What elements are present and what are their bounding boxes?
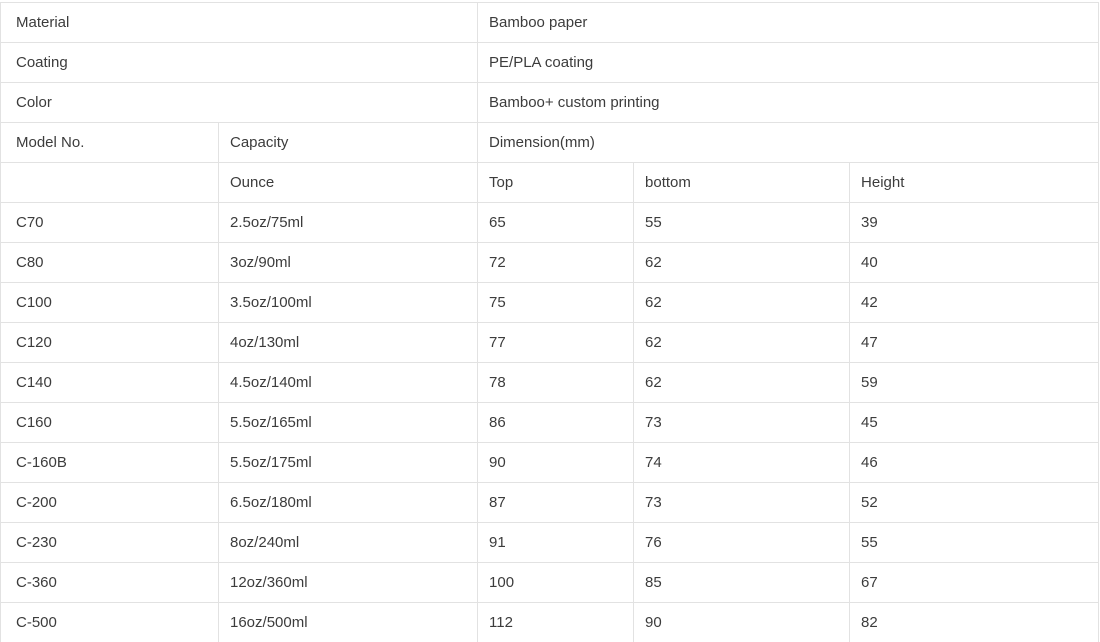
bottom-cell: 85 <box>633 562 851 603</box>
top-cell: 91 <box>477 522 635 563</box>
bottom-cell: 90 <box>633 602 851 642</box>
height-cell: 82 <box>849 602 1100 642</box>
capacity-cell: 5.5oz/165ml <box>217 402 479 443</box>
capacity-cell: 2.5oz/75ml <box>217 202 479 243</box>
table-row: C-160B 5.5oz/175ml 90 74 46 <box>0 442 1100 483</box>
model-cell: C80 <box>0 242 219 283</box>
table-row: C120 4oz/130ml 77 62 47 <box>0 322 1100 363</box>
top-cell: 72 <box>477 242 635 283</box>
table-row: C100 3.5oz/100ml 75 62 42 <box>0 282 1100 323</box>
top-cell: 75 <box>477 282 635 323</box>
table-row: C-360 12oz/360ml 100 85 67 <box>0 562 1100 603</box>
capacity-cell: 3.5oz/100ml <box>217 282 479 323</box>
spec-label-coating: Coating <box>0 42 479 83</box>
spec-row-material: Material Bamboo paper <box>0 2 1100 43</box>
model-cell: C-230 <box>0 522 219 563</box>
table-row: C-200 6.5oz/180ml 87 73 52 <box>0 482 1100 523</box>
header-capacity: Capacity <box>217 122 479 163</box>
spec-row-coating: Coating PE/PLA coating <box>0 42 1100 83</box>
height-cell: 47 <box>849 322 1100 363</box>
bottom-cell: 55 <box>633 202 851 243</box>
height-cell: 52 <box>849 482 1100 523</box>
height-cell: 67 <box>849 562 1100 603</box>
model-cell: C-500 <box>0 602 219 642</box>
table-row: C-230 8oz/240ml 91 76 55 <box>0 522 1100 563</box>
bottom-cell: 62 <box>633 362 851 403</box>
subheader-top: Top <box>477 162 635 203</box>
top-cell: 112 <box>477 602 635 642</box>
top-cell: 77 <box>477 322 635 363</box>
spec-value-color: Bamboo+ custom printing <box>477 82 1100 123</box>
top-cell: 86 <box>477 402 635 443</box>
model-cell: C100 <box>0 282 219 323</box>
header-model: Model No. <box>0 122 219 163</box>
spec-label-material: Material <box>0 2 479 43</box>
capacity-cell: 6.5oz/180ml <box>217 482 479 523</box>
subheader-row: Ounce Top bottom Height <box>0 162 1100 203</box>
height-cell: 46 <box>849 442 1100 483</box>
model-cell: C-160B <box>0 442 219 483</box>
capacity-cell: 8oz/240ml <box>217 522 479 563</box>
header-dimension: Dimension(mm) <box>477 122 1100 163</box>
height-cell: 55 <box>849 522 1100 563</box>
spec-label-color: Color <box>0 82 479 123</box>
top-cell: 65 <box>477 202 635 243</box>
model-cell: C160 <box>0 402 219 443</box>
table-row: C160 5.5oz/165ml 86 73 45 <box>0 402 1100 443</box>
bottom-cell: 73 <box>633 482 851 523</box>
spec-value-material: Bamboo paper <box>477 2 1100 43</box>
table-row: C70 2.5oz/75ml 65 55 39 <box>0 202 1100 243</box>
model-cell: C-360 <box>0 562 219 603</box>
model-cell: C140 <box>0 362 219 403</box>
table-row: C-500 16oz/500ml 112 90 82 <box>0 602 1100 642</box>
spec-value-coating: PE/PLA coating <box>477 42 1100 83</box>
table-row: C140 4.5oz/140ml 78 62 59 <box>0 362 1100 403</box>
bottom-cell: 73 <box>633 402 851 443</box>
top-cell: 87 <box>477 482 635 523</box>
subheader-empty-cell <box>0 162 219 203</box>
model-cell: C70 <box>0 202 219 243</box>
bottom-cell: 74 <box>633 442 851 483</box>
subheader-ounce: Ounce <box>217 162 479 203</box>
capacity-cell: 4.5oz/140ml <box>217 362 479 403</box>
spec-row-color: Color Bamboo+ custom printing <box>0 82 1100 123</box>
model-cell: C120 <box>0 322 219 363</box>
height-cell: 59 <box>849 362 1100 403</box>
table-row: C80 3oz/90ml 72 62 40 <box>0 242 1100 283</box>
subheader-height: Height <box>849 162 1100 203</box>
bottom-cell: 76 <box>633 522 851 563</box>
top-cell: 90 <box>477 442 635 483</box>
capacity-cell: 4oz/130ml <box>217 322 479 363</box>
height-cell: 40 <box>849 242 1100 283</box>
height-cell: 42 <box>849 282 1100 323</box>
capacity-cell: 12oz/360ml <box>217 562 479 603</box>
top-cell: 100 <box>477 562 635 603</box>
bottom-cell: 62 <box>633 242 851 283</box>
height-cell: 39 <box>849 202 1100 243</box>
height-cell: 45 <box>849 402 1100 443</box>
capacity-cell: 16oz/500ml <box>217 602 479 642</box>
bottom-cell: 62 <box>633 282 851 323</box>
subheader-bottom: bottom <box>633 162 851 203</box>
bottom-cell: 62 <box>633 322 851 363</box>
capacity-cell: 5.5oz/175ml <box>217 442 479 483</box>
top-cell: 78 <box>477 362 635 403</box>
capacity-cell: 3oz/90ml <box>217 242 479 283</box>
header-row: Model No. Capacity Dimension(mm) <box>0 122 1100 163</box>
model-cell: C-200 <box>0 482 219 523</box>
